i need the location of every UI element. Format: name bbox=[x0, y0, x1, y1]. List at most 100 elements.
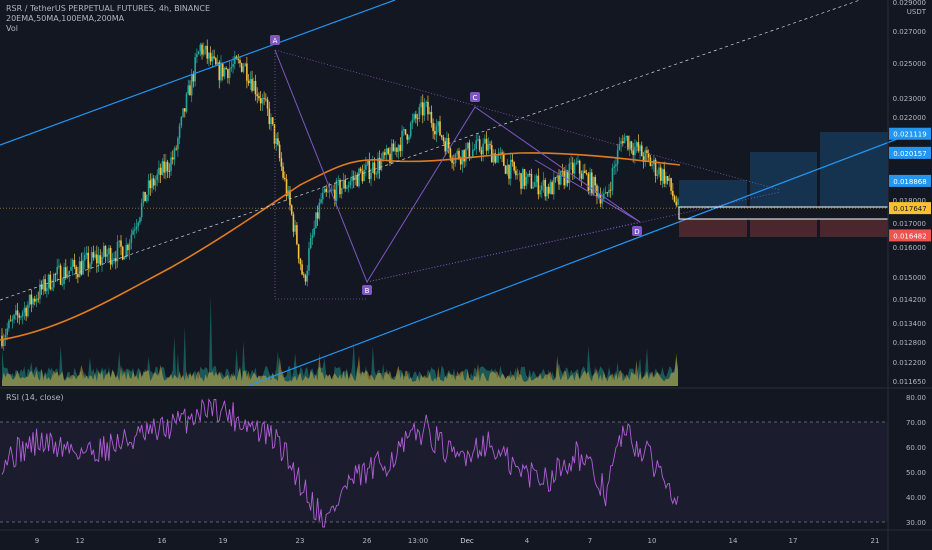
rsi-legend[interactable]: RSI (14, close) bbox=[6, 393, 64, 402]
price-badge-value: 0.018868 bbox=[893, 178, 926, 186]
candle-body bbox=[385, 148, 388, 156]
candle-body bbox=[20, 316, 22, 318]
target-zone-3 bbox=[820, 132, 888, 207]
candle-body bbox=[356, 174, 359, 187]
candle-body bbox=[647, 153, 650, 158]
candle-body bbox=[577, 160, 579, 163]
candle-body bbox=[152, 178, 155, 186]
candle-body bbox=[218, 62, 221, 81]
candle-body bbox=[403, 129, 405, 131]
candle-body bbox=[658, 167, 660, 175]
candle-body bbox=[508, 164, 510, 179]
candle-body bbox=[304, 275, 307, 282]
time-axis[interactable]: 9 12 16 19 23 26 13:00 Dec 4 7 10 14 17 21 bbox=[0, 529, 932, 545]
candle-body bbox=[637, 142, 640, 151]
candle-body bbox=[30, 294, 33, 305]
candle-body bbox=[299, 258, 302, 265]
candle-body bbox=[654, 159, 657, 176]
candle-body bbox=[642, 156, 645, 162]
candle-body bbox=[166, 161, 169, 172]
candle-body bbox=[89, 264, 91, 269]
candle-body bbox=[83, 255, 86, 261]
stop-zone-1 bbox=[679, 219, 747, 237]
candle-body bbox=[309, 237, 312, 249]
candle-body bbox=[473, 149, 476, 150]
candle-body bbox=[525, 176, 528, 186]
candle-body bbox=[239, 60, 241, 64]
candle-body bbox=[530, 173, 533, 189]
candle-body bbox=[63, 267, 65, 285]
candle-body bbox=[168, 171, 171, 172]
candle-body bbox=[227, 69, 229, 79]
candle-body bbox=[121, 246, 124, 260]
candle-body bbox=[113, 258, 115, 260]
candle-body bbox=[622, 141, 624, 144]
candle-body bbox=[237, 59, 240, 61]
candle-body bbox=[371, 162, 374, 173]
time-tick-label: 21 bbox=[871, 537, 880, 545]
candle-body bbox=[154, 180, 157, 186]
candle-body bbox=[539, 190, 541, 195]
candle-body bbox=[71, 259, 74, 267]
candle-body bbox=[446, 138, 448, 152]
candle-body bbox=[44, 279, 46, 292]
price-tick-label: 0.023000 bbox=[893, 95, 926, 103]
candle-body bbox=[266, 99, 269, 109]
candle-body bbox=[640, 145, 643, 157]
target-zone-1 bbox=[679, 180, 747, 207]
candle-body bbox=[25, 307, 27, 317]
candle-body bbox=[213, 56, 215, 59]
channel-lower-line bbox=[249, 137, 901, 386]
candle-body bbox=[68, 270, 71, 275]
candle-body bbox=[380, 158, 383, 171]
indicators-legend[interactable]: 20EMA,50MA,100EMA,200MA bbox=[6, 14, 125, 23]
price-tick-label: 0.012800 bbox=[893, 339, 926, 347]
candle-body bbox=[490, 145, 493, 163]
candle-body bbox=[416, 118, 419, 120]
candle-body bbox=[465, 148, 467, 162]
candle-body bbox=[102, 245, 105, 257]
price-tick-label: 0.022000 bbox=[893, 114, 926, 122]
candle-body bbox=[401, 130, 403, 151]
candle-body bbox=[187, 85, 190, 94]
pattern-point-d-label: D bbox=[634, 228, 639, 236]
candle-body bbox=[666, 176, 669, 181]
price-badge-value: 0.017647 bbox=[893, 205, 926, 213]
time-tick-label: 7 bbox=[588, 537, 592, 545]
volume-legend[interactable]: Vol bbox=[6, 24, 18, 33]
candle-body bbox=[73, 259, 76, 267]
volume-area-up bbox=[2, 296, 678, 386]
candle-body bbox=[292, 214, 295, 232]
pattern-point-b-label: B bbox=[365, 287, 370, 295]
candle-body bbox=[553, 177, 555, 195]
candle-body bbox=[194, 57, 196, 82]
candle-body bbox=[127, 244, 129, 251]
candle-body bbox=[504, 165, 507, 174]
candle-body bbox=[342, 179, 345, 189]
price-tick-label: 0.018000 bbox=[893, 197, 926, 205]
price-badge-target bbox=[889, 174, 931, 187]
candle-body bbox=[325, 188, 328, 193]
candle-body bbox=[339, 180, 341, 195]
candle-body bbox=[523, 169, 526, 186]
candle-body bbox=[572, 162, 574, 174]
price-tick-label: 0.013400 bbox=[893, 320, 926, 328]
candle-body bbox=[149, 180, 152, 189]
candle-body bbox=[132, 230, 134, 235]
candle-body bbox=[280, 158, 283, 167]
candle-body bbox=[397, 144, 400, 152]
candle-body bbox=[378, 157, 381, 171]
candle-body bbox=[80, 261, 83, 275]
candle-body bbox=[109, 247, 112, 265]
volume-area-down bbox=[2, 353, 678, 386]
candle-body bbox=[240, 63, 243, 72]
candle-body bbox=[46, 287, 48, 292]
candle-body bbox=[420, 102, 422, 108]
candle-body bbox=[171, 157, 174, 160]
candle-body bbox=[499, 152, 502, 154]
candle-body bbox=[106, 254, 108, 257]
candle-body bbox=[104, 245, 107, 257]
candle-body bbox=[435, 126, 438, 135]
